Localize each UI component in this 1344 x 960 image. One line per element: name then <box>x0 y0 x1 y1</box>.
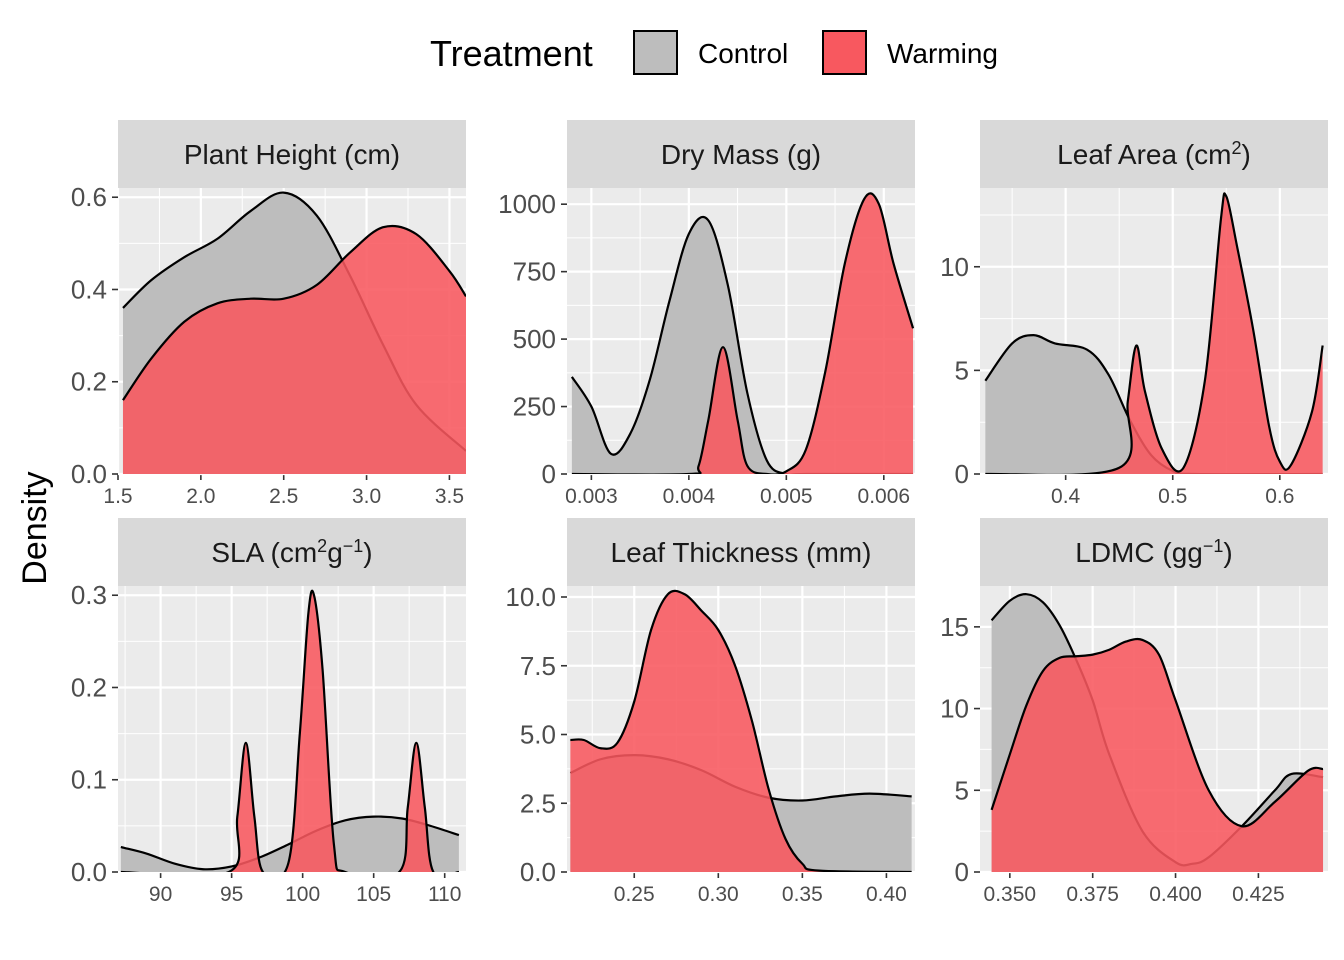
y-tick-label: 0.6 <box>71 182 107 212</box>
facet-panel: Leaf Thickness (mm) 0.25 0.30 0.35 0.40 0.0 2.… <box>505 518 915 906</box>
facet-title: Leaf Thickness (mm) <box>611 537 872 568</box>
facet-strip <box>567 120 915 188</box>
y-tick-label: 0 <box>955 459 969 489</box>
density-fill-warming <box>122 225 466 474</box>
x-tick-label: 100 <box>285 883 320 906</box>
x-tick-label: 90 <box>149 883 172 906</box>
density-fill-control <box>571 216 914 474</box>
x-tick-label: 0.425 <box>1232 883 1285 906</box>
y-tick-label: 0.4 <box>71 274 107 304</box>
y-tick-label: 750 <box>513 257 556 287</box>
y-tick-label: 7.5 <box>520 651 556 681</box>
density-line-warming <box>571 192 915 474</box>
y-tick-label: 0 <box>955 857 969 887</box>
density-line-control <box>120 815 460 871</box>
facet-title: LDMC (gg−1) <box>1075 536 1232 568</box>
density-areas <box>984 192 1324 474</box>
legend-key-control <box>633 30 678 75</box>
facet-strip <box>118 518 466 586</box>
x-tick-label: 105 <box>356 883 391 906</box>
y-tick-label: 0 <box>542 459 556 489</box>
x-tick-label: 2.5 <box>269 485 298 508</box>
x-tick-label: 0.5 <box>1158 485 1187 508</box>
x-tick-label: 0.35 <box>782 883 823 906</box>
density-areas <box>570 192 915 474</box>
y-tick-label: 5 <box>955 775 969 805</box>
x-tick-label: 0.4 <box>1051 485 1081 508</box>
y-tick-label: 10.0 <box>505 582 556 612</box>
x-tick-label: 3.0 <box>352 485 381 508</box>
facet-panel: SLA (cm2g−1) 90 95 100 105 110 0.0 0.1 0.2 0.3 <box>71 518 466 906</box>
facet-panel: Dry Mass (g) 0.003 0.004 0.005 0.006 0 250 500 7… <box>498 120 915 508</box>
x-tick-label: 0.004 <box>663 485 716 508</box>
facet-strip <box>567 518 915 586</box>
y-tick-label: 250 <box>513 392 556 422</box>
density-areas <box>122 191 466 474</box>
y-tick-label: 0.0 <box>71 857 107 887</box>
density-line-warming <box>120 589 459 872</box>
y-tick-label: 0.2 <box>71 367 107 397</box>
x-tick-label: 0.40 <box>866 883 907 906</box>
x-tick-label: 0.003 <box>565 485 618 508</box>
density-fill-warming <box>570 590 912 872</box>
y-tick-label: 15 <box>940 612 969 642</box>
y-tick-label: 10 <box>940 694 969 724</box>
facet-panels: Plant Height (cm) 1.5 2.0 2.5 3.0 3.5 0.0 0.2 0.… <box>71 120 1328 906</box>
facet-strip <box>980 518 1328 586</box>
x-tick-label: 0.350 <box>984 883 1037 906</box>
x-tick-label: 1.5 <box>103 485 132 508</box>
x-tick-label: 0.30 <box>698 883 739 906</box>
x-tick-label: 0.005 <box>760 485 813 508</box>
density-fill-warming <box>571 193 914 474</box>
x-tick-label: 3.5 <box>435 485 464 508</box>
x-tick-label: 0.006 <box>858 485 911 508</box>
density-line-warming <box>570 589 912 872</box>
y-tick-label: 5 <box>955 355 969 385</box>
density-fill-warming <box>985 193 1323 474</box>
x-tick-label: 0.400 <box>1149 883 1202 906</box>
density-fill-warming <box>991 639 1324 872</box>
y-tick-label: 1000 <box>498 189 556 219</box>
x-tick-label: 110 <box>428 883 461 906</box>
y-tick-label: 10 <box>940 252 969 282</box>
x-tick-label: 95 <box>220 883 243 906</box>
density-fill-control <box>985 335 1323 474</box>
facet-strip <box>980 120 1328 188</box>
y-tick-label: 0.0 <box>520 857 556 887</box>
legend: Treatment Control Warming <box>430 30 998 75</box>
density-areas <box>990 593 1324 872</box>
facet-panel: Leaf Area (cm2) 0.4 0.5 0.6 0 5 10 <box>940 120 1328 508</box>
facet-panel: LDMC (gg−1) 0.350 0.375 0.400 0.425 0 5 10 15 <box>940 518 1328 906</box>
density-areas <box>120 589 460 872</box>
y-tick-label: 0.0 <box>71 459 107 489</box>
facet-title: SLA (cm2g−1) <box>211 536 372 568</box>
x-tick-label: 0.25 <box>614 883 655 906</box>
facet-title: Dry Mass (g) <box>661 139 821 170</box>
legend-label-warming: Warming <box>887 38 998 69</box>
x-tick-label: 0.6 <box>1265 485 1294 508</box>
y-tick-label: 5.0 <box>520 720 556 750</box>
facet-strip <box>118 120 466 188</box>
facet-panel: Plant Height (cm) 1.5 2.0 2.5 3.0 3.5 0.0 0.2 0.… <box>71 120 466 508</box>
facet-title: Leaf Area (cm2) <box>1057 138 1251 170</box>
y-tick-label: 0.1 <box>71 765 107 795</box>
y-tick-label: 0.3 <box>71 580 107 610</box>
x-tick-label: 0.375 <box>1066 883 1119 906</box>
y-axis-title: Density <box>16 471 54 584</box>
density-line-warming <box>985 192 1324 474</box>
legend-key-warming <box>822 30 867 75</box>
y-tick-label: 500 <box>513 324 556 354</box>
x-tick-label: 2.0 <box>186 485 215 508</box>
density-areas <box>569 589 912 872</box>
density-line-warming <box>122 224 466 401</box>
y-tick-label: 2.5 <box>520 788 556 818</box>
density-fill-warming <box>120 590 459 872</box>
legend-label-control: Control <box>698 38 788 69</box>
facet-title: Plant Height (cm) <box>184 139 400 170</box>
y-tick-label: 0.2 <box>71 672 107 702</box>
legend-title: Treatment <box>430 33 593 74</box>
density-line-warming <box>990 637 1324 828</box>
